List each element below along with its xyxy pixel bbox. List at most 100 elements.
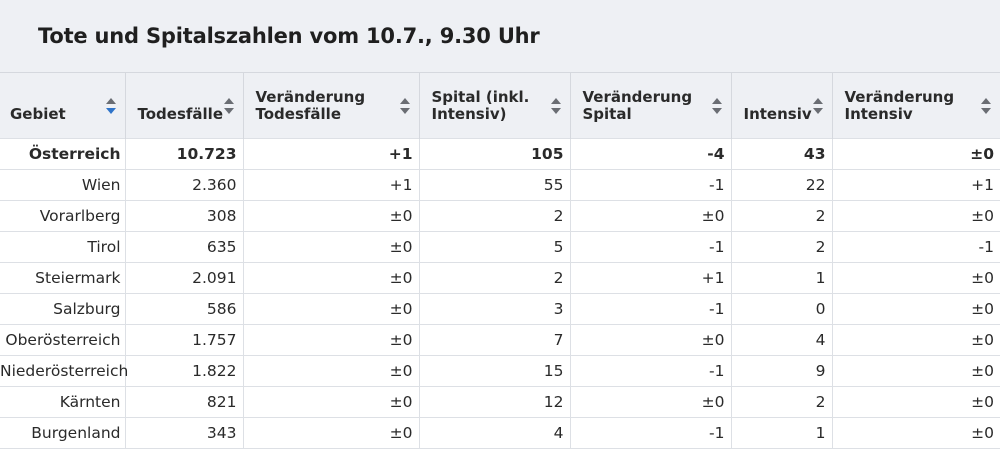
table-cell-gebiet: Oberösterreich: [0, 324, 125, 356]
table-cell-veraenderung-intensiv: -1: [831, 231, 1000, 263]
column-header-label: Intensiv: [743, 105, 812, 123]
table-cell-gebiet: Tirol: [0, 231, 125, 263]
table-cell-spital: 3: [418, 293, 570, 325]
table-cell-spital: 2: [418, 262, 570, 294]
table-cell-veraenderung-todesfaelle: ±0: [242, 231, 419, 263]
table-cell-veraenderung-todesfaelle: ±0: [242, 293, 419, 325]
table-cell-veraenderung-intensiv: ±0: [831, 293, 1000, 325]
sort-icon[interactable]: [981, 97, 991, 114]
table-cell-veraenderung-spital: -1: [569, 355, 731, 387]
table-cell-veraenderung-intensiv: ±0: [831, 324, 1000, 356]
table-cell-veraenderung-spital: -1: [569, 417, 731, 449]
table-cell-veraenderung-spital: ±0: [569, 200, 731, 232]
table-cell-gebiet: Österreich: [0, 138, 125, 170]
table-cell-intensiv: 2: [730, 386, 832, 418]
data-table: Gebiet Todesfälle Veränderung Todesfälle…: [0, 72, 1000, 449]
table-cell-spital: 7: [418, 324, 570, 356]
table-cell-gebiet: Niederösterreich: [0, 355, 128, 387]
table-row: Wien 2.360 +1 55 -1 22 +1: [0, 169, 1000, 201]
table-cell-spital: 12: [418, 386, 570, 418]
table-cell-todesfaelle: 635: [124, 231, 243, 263]
column-header-todesfaelle[interactable]: Todesfälle: [124, 72, 243, 139]
table-cell-veraenderung-todesfaelle: ±0: [242, 200, 419, 232]
table-cell-intensiv: 2: [730, 231, 832, 263]
table-cell-todesfaelle: 821: [124, 386, 243, 418]
header-row: Gebiet Todesfälle Veränderung Todesfälle…: [0, 72, 1000, 139]
column-header-veraenderung-todesfaelle[interactable]: Veränderung Todesfälle: [242, 72, 419, 139]
table-cell-veraenderung-todesfaelle: ±0: [242, 355, 419, 387]
table-cell-veraenderung-todesfaelle: ±0: [242, 417, 419, 449]
table-cell-gebiet: Wien: [0, 169, 125, 201]
table-cell-veraenderung-spital: -1: [569, 231, 731, 263]
title-bar: Tote und Spitalszahlen vom 10.7., 9.30 U…: [0, 0, 1000, 72]
column-header-label: Spital (inkl. Intensiv): [431, 87, 530, 123]
table-cell-veraenderung-intensiv: ±0: [831, 262, 1000, 294]
table-row: Vorarlberg 308 ±0 2 ±0 2 ±0: [0, 200, 1000, 232]
table-cell-veraenderung-spital: ±0: [569, 324, 731, 356]
table-cell-intensiv: 43: [730, 138, 832, 170]
table-cell-intensiv: 22: [730, 169, 832, 201]
table-cell-spital: 2: [418, 200, 570, 232]
table-cell-veraenderung-spital: ±0: [569, 386, 731, 418]
table-cell-gebiet: Vorarlberg: [0, 200, 125, 232]
table-cell-veraenderung-todesfaelle: +1: [242, 138, 419, 170]
table-cell-spital: 15: [418, 355, 570, 387]
table-cell-todesfaelle: 2.091: [124, 262, 243, 294]
table-cell-veraenderung-intensiv: ±0: [831, 138, 1000, 170]
table-cell-veraenderung-intensiv: ±0: [831, 200, 1000, 232]
page-title: Tote und Spitalszahlen vom 10.7., 9.30 U…: [38, 24, 540, 48]
table-cell-todesfaelle: 586: [124, 293, 243, 325]
table-cell-intensiv: 4: [730, 324, 832, 356]
table-cell-veraenderung-spital: -4: [569, 138, 731, 170]
table-cell-gebiet: Burgenland: [0, 417, 125, 449]
table-cell-veraenderung-intensiv: ±0: [831, 355, 1000, 387]
table-cell-veraenderung-spital: -1: [569, 293, 731, 325]
column-header-veraenderung-spital[interactable]: Veränderung Spital: [569, 72, 731, 139]
column-header-spital[interactable]: Spital (inkl. Intensiv): [418, 72, 570, 139]
table-cell-intensiv: 0: [730, 293, 832, 325]
table-cell-todesfaelle: 10.723: [124, 138, 243, 170]
table-cell-gebiet: Steiermark: [0, 262, 125, 294]
table-cell-intensiv: 1: [730, 417, 832, 449]
table-cell-veraenderung-intensiv: ±0: [831, 386, 1000, 418]
sort-icon[interactable]: [223, 97, 234, 114]
column-header-label: Gebiet: [10, 105, 66, 123]
table-row: Tirol 635 ±0 5 -1 2 -1: [0, 231, 1000, 263]
table-body: Österreich 10.723 +1 105 -4 43 ±0 Wien 2.360 +1 55…: [0, 138, 1000, 449]
sort-icon[interactable]: [105, 97, 116, 114]
table-cell-veraenderung-intensiv: +1: [831, 169, 1000, 201]
column-header-gebiet[interactable]: Gebiet: [0, 72, 125, 139]
table-row: Steiermark 2.091 ±0 2 +1 1 ±0: [0, 262, 1000, 294]
table-cell-veraenderung-spital: -1: [569, 169, 731, 201]
table-cell-intensiv: 2: [730, 200, 832, 232]
column-header-intensiv[interactable]: Intensiv: [730, 72, 832, 139]
sort-icon[interactable]: [711, 97, 722, 114]
sort-icon[interactable]: [550, 97, 561, 114]
table-row: Niederösterreich 1.822 ±0 15 -1 9 ±0: [0, 355, 1000, 387]
table-row: Oberösterreich 1.757 ±0 7 ±0 4 ±0: [0, 324, 1000, 356]
column-header-label: Veränderung Spital: [582, 87, 693, 123]
sort-icon[interactable]: [812, 97, 823, 114]
sort-icon[interactable]: [399, 97, 410, 114]
table-cell-todesfaelle: 343: [124, 417, 243, 449]
table-row: Salzburg 586 ±0 3 -1 0 ±0: [0, 293, 1000, 325]
table-cell-todesfaelle: 2.360: [124, 169, 243, 201]
table-cell-spital: 5: [418, 231, 570, 263]
column-header-veraenderung-intensiv[interactable]: Veränderung Intensiv: [831, 72, 1000, 139]
table-row: Kärnten 821 ±0 12 ±0 2 ±0: [0, 386, 1000, 418]
table-cell-veraenderung-todesfaelle: +1: [242, 169, 419, 201]
column-header-label: Veränderung Intensiv: [844, 87, 955, 123]
table-cell-gebiet: Salzburg: [0, 293, 125, 325]
table-cell-todesfaelle: 1.757: [124, 324, 243, 356]
table-cell-intensiv: 1: [730, 262, 832, 294]
column-header-label: Todesfälle: [137, 105, 224, 123]
table-cell-todesfaelle: 308: [124, 200, 243, 232]
table-cell-veraenderung-todesfaelle: ±0: [242, 324, 419, 356]
table-row: Österreich 10.723 +1 105 -4 43 ±0: [0, 138, 1000, 170]
table-cell-intensiv: 9: [730, 355, 832, 387]
table-cell-veraenderung-spital: +1: [569, 262, 731, 294]
table-cell-gebiet: Kärnten: [0, 386, 125, 418]
table-cell-spital: 55: [418, 169, 570, 201]
table-cell-spital: 105: [418, 138, 570, 170]
table-cell-veraenderung-intensiv: ±0: [831, 417, 1000, 449]
